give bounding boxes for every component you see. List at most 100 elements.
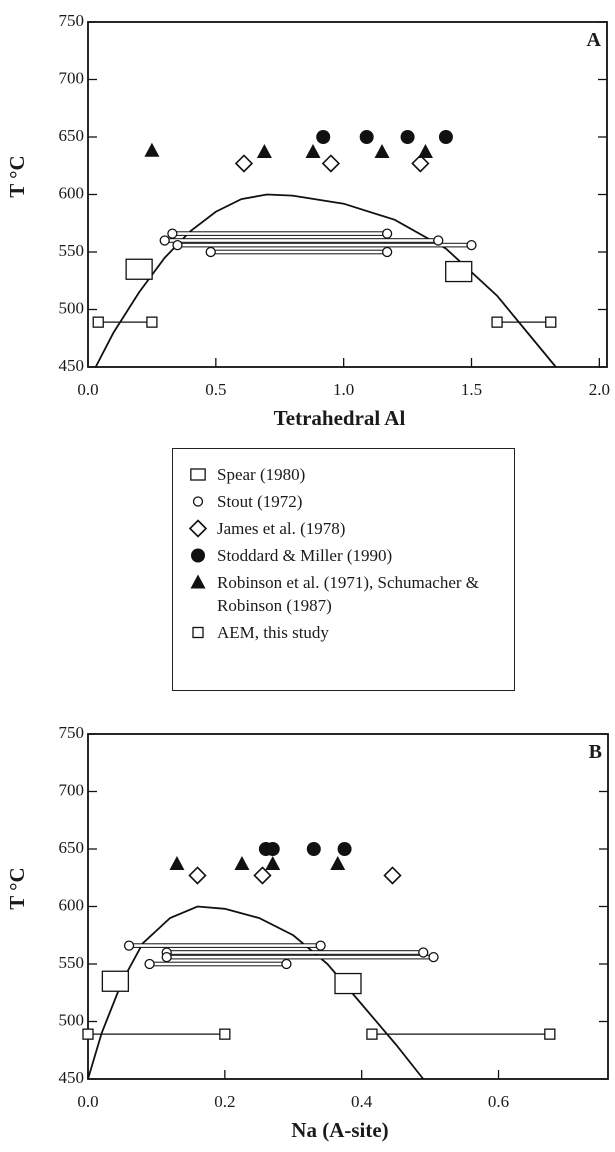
marker [125, 258, 153, 280]
marker [438, 130, 453, 144]
marker [234, 154, 254, 173]
marker [188, 519, 208, 538]
legend: Spear (1980) Stout (1972) James et al. (19… [172, 448, 515, 691]
marker [337, 842, 352, 856]
marker [381, 228, 393, 239]
marker [359, 130, 374, 144]
x-tick-label: 0.0 [77, 380, 98, 399]
x-axis-label: Na (A-site) [291, 1118, 388, 1142]
y-tick-label: 450 [59, 1068, 85, 1087]
marker [190, 468, 206, 481]
marker [144, 958, 155, 970]
marker [400, 130, 415, 144]
y-tick-label: 600 [59, 183, 85, 202]
marker [82, 1028, 94, 1040]
marker [544, 1028, 556, 1040]
marker [417, 143, 433, 158]
marker [411, 154, 430, 173]
y-tick-label: 750 [59, 11, 85, 30]
marker [305, 143, 321, 158]
marker [256, 143, 272, 158]
marker [101, 970, 130, 992]
marker [92, 316, 104, 328]
y-tick-label: 500 [59, 1010, 85, 1029]
marker [418, 947, 429, 958]
marker [316, 130, 331, 144]
marker [381, 246, 393, 258]
legend-icon [188, 519, 208, 538]
x-tick-label: 0.2 [214, 1092, 235, 1111]
marker [265, 855, 281, 870]
legend-item: James et al. (1978) [173, 517, 514, 540]
marker [234, 855, 250, 870]
y-axis-label: T °C [5, 155, 29, 197]
legend-label: Robinson et al. (1971), Schumacher & Rob… [217, 573, 480, 615]
legend-icon [192, 496, 204, 507]
marker [330, 855, 346, 870]
marker [167, 228, 178, 239]
tie-line [166, 950, 424, 955]
tie-line [171, 231, 388, 236]
y-tick-label: 700 [59, 68, 85, 87]
marker [491, 316, 503, 328]
marker [383, 866, 402, 885]
marker [265, 842, 280, 856]
tie-line [164, 238, 439, 243]
legend-item: Spear (1980) [173, 463, 514, 486]
marker [374, 143, 390, 158]
x-tick-label: 1.5 [461, 380, 482, 399]
plot-frame [87, 733, 609, 1080]
legend-label: Stout (1972) [217, 492, 303, 511]
tie-line [166, 954, 435, 960]
marker [146, 316, 158, 328]
x-tick-label: 0.4 [351, 1092, 373, 1111]
marker [334, 972, 362, 995]
tie-line [149, 961, 287, 967]
marker [205, 246, 216, 258]
y-tick-label: 750 [59, 723, 85, 742]
legend-item: AEM, this study [173, 621, 514, 644]
marker [306, 842, 321, 856]
marker [172, 239, 183, 251]
legend-label: Stoddard & Miller (1990) [217, 546, 393, 565]
marker [190, 574, 206, 589]
tie-line [176, 242, 472, 248]
marker [321, 154, 341, 173]
marker [159, 235, 170, 246]
solvus-curve [87, 905, 424, 1080]
tie-line [210, 249, 388, 255]
solvus-curve [94, 193, 557, 368]
marker [428, 951, 439, 963]
legend-label: James et al. (1978) [217, 519, 346, 538]
marker [445, 260, 473, 283]
x-tick-label: 2.0 [589, 380, 610, 399]
legend-label: AEM, this study [217, 623, 329, 642]
legend-icon [192, 626, 204, 639]
marker [192, 496, 204, 507]
marker [315, 940, 326, 951]
legend-item: Stout (1972) [173, 490, 514, 513]
marker [366, 1028, 378, 1040]
marker [219, 1028, 231, 1040]
y-tick-label: 550 [59, 953, 85, 972]
legend-item: Stoddard & Miller (1990) [173, 544, 514, 567]
x-tick-label: 0.0 [77, 1092, 98, 1111]
y-tick-label: 600 [59, 895, 85, 914]
marker [253, 866, 272, 885]
marker [433, 235, 444, 246]
legend-label: Spear (1980) [217, 465, 306, 484]
marker [545, 316, 557, 328]
tie-line [128, 943, 322, 948]
marker [192, 626, 204, 639]
marker [161, 951, 172, 963]
legend-icon [191, 548, 205, 563]
legend-icon [190, 574, 206, 589]
y-axis-label: T °C [5, 867, 29, 909]
marker [281, 958, 292, 970]
y-tick-label: 550 [59, 241, 85, 260]
legend-item: Robinson et al. (1971), Schumacher & Rob… [173, 571, 514, 617]
legend-icon [190, 468, 206, 481]
y-tick-label: 650 [59, 126, 85, 145]
